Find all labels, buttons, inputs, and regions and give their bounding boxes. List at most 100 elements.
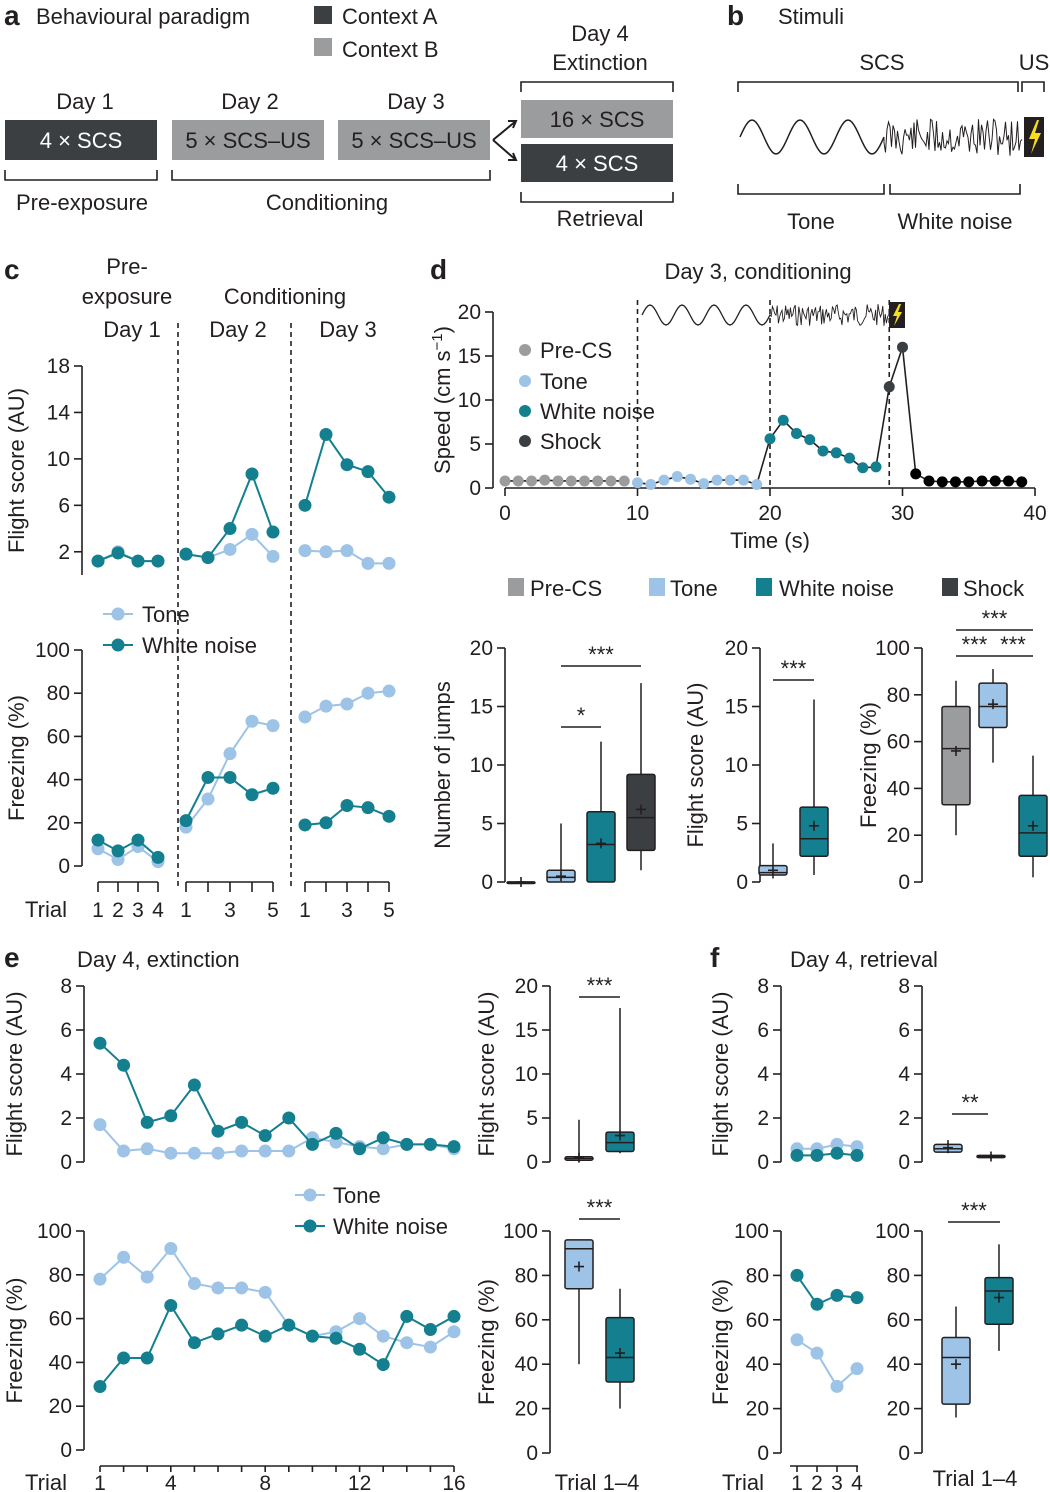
c-freezing-y-tick-label: 40	[47, 769, 70, 792]
d-legend-marker-wn	[519, 405, 531, 417]
e-freezing-data-point	[400, 1309, 414, 1323]
e-freezing-y-axis-label: Freezing (%)	[2, 1278, 27, 1404]
c-freezing-chart: 0 20 40 60 80 100 Freezing (%)	[4, 639, 396, 878]
e-flight-data-point	[117, 1058, 131, 1072]
c-day3-data-point	[340, 697, 354, 711]
d-legend-shock: Shock	[540, 429, 602, 454]
c-day2-data-point	[266, 525, 280, 539]
d-speed-point	[1003, 475, 1014, 487]
f-box-flight-sig-label: **	[961, 1090, 979, 1115]
c-day3-data-point	[361, 686, 375, 700]
panel-d: d Day 3, conditioning 0 10 20 30 40 Time (s) 0…	[429, 254, 1048, 894]
box-extinction	[521, 100, 673, 138]
e-box-flight-y-tick-label: 15	[515, 1019, 538, 1042]
e-legend-marker-wn	[303, 1219, 317, 1233]
d-x-tick-label: 30	[891, 502, 914, 525]
e-freezing-boxplot: 0 20 40 60 80 100 Freezing (%) ***	[474, 1195, 635, 1465]
panel-c-label: c	[4, 254, 20, 285]
f-freezing-data-point	[850, 1362, 864, 1376]
f-freezing-series-line	[796, 1338, 858, 1388]
f-freezing-data-point	[810, 1346, 824, 1360]
box-legend-swatch-precs	[508, 578, 524, 596]
d-speed-y-tick-label: 15	[458, 345, 481, 368]
c-day3-data-point	[340, 458, 354, 472]
c-day3-data-point	[298, 544, 312, 558]
d-speed-y-tick-label: 5	[469, 433, 481, 456]
box-legend-swatch-shock	[942, 578, 958, 596]
f-x-tick-label: 3	[831, 1472, 843, 1492]
d-white-noise-waveform	[769, 304, 890, 327]
d-speed-point	[632, 477, 643, 489]
d-speed-point	[897, 341, 908, 353]
f-flight-data-point	[850, 1148, 864, 1162]
panel-f-label: f	[710, 942, 720, 973]
d-x-axis-label: Time (s)	[730, 528, 810, 553]
e-freezing-data-point	[117, 1250, 131, 1264]
e-x-tick-label: 8	[259, 1472, 271, 1492]
c-day2-data-point	[245, 467, 259, 481]
e-flight-data-point	[376, 1131, 390, 1145]
d-speed-y-tick-label: 20	[458, 301, 481, 324]
c-day2-data-point	[223, 770, 237, 784]
e-flight-data-point	[400, 1137, 414, 1151]
d-flight-box-white-noise	[799, 806, 829, 858]
c-day3-data-point	[382, 684, 396, 698]
c-day3-data-point	[340, 799, 354, 813]
e-flight-y-tick-label: 4	[60, 1063, 72, 1086]
e-freezing-y-tick-label: 100	[37, 1220, 72, 1243]
c-x-tick-label: 1	[299, 899, 311, 922]
f-box-freezing-y-tick-label: 100	[875, 1220, 910, 1243]
box-day1	[5, 120, 157, 160]
e-freezing-data-point	[187, 1336, 201, 1350]
c-x-tick-label: 5	[267, 899, 279, 922]
d-speed-point	[579, 475, 590, 487]
c-freezing-y-tick-label: 60	[47, 725, 70, 748]
box-legend-swatch-tone	[649, 578, 665, 596]
d-speed-point	[499, 475, 511, 487]
f-freezing-y-tick-label: 60	[746, 1309, 769, 1332]
e-flight-data-point	[235, 1115, 249, 1129]
c-x-tick-label: 3	[224, 899, 236, 922]
d-legend-marker-shock	[519, 435, 531, 447]
f-box-flight-y-tick-label: 2	[898, 1107, 910, 1130]
d-speed-point	[870, 461, 882, 473]
d-jumps-y-axis-label: Number of jumps	[430, 681, 455, 849]
d-speed-point	[565, 475, 577, 487]
c-flight-y-tick-label: 10	[47, 448, 70, 471]
d-flight-y-tick-label: 5	[736, 813, 748, 836]
d-speed-point	[711, 474, 723, 486]
c-day1-series-line	[97, 838, 159, 859]
e-flight-data-point	[329, 1126, 343, 1140]
e-freezing-data-point	[93, 1379, 107, 1393]
box-legend-wn: White noise	[779, 576, 894, 601]
e-freezing-series-line	[99, 1303, 455, 1388]
d-speed-point	[605, 475, 617, 487]
e-freezing-data-point	[140, 1270, 154, 1284]
e-box-flight-y-tick-label: 10	[515, 1063, 538, 1086]
e-box-freezing-y-tick-label: 20	[515, 1398, 538, 1421]
f-flight-series-line	[797, 1143, 858, 1150]
f-flight-y-tick-label: 8	[757, 975, 769, 998]
f-freezing-series-line	[796, 1274, 858, 1306]
e-box-flight-y-tick-label: 5	[526, 1107, 538, 1130]
e-freezing-y-tick-label: 80	[49, 1264, 72, 1287]
f-x-tick-label: 1	[791, 1472, 803, 1492]
d-freezing-mean-marker	[1028, 820, 1038, 831]
f-box-flight-y-tick-label: 4	[898, 1063, 910, 1086]
d-jumps-sig-label: *	[577, 703, 586, 728]
d-speed-point	[526, 475, 537, 487]
f-flight-data-point	[830, 1146, 844, 1160]
f-flight-series-line	[797, 1152, 858, 1157]
c-trial-label: Trial	[25, 897, 67, 922]
e-flight-boxplot: 0 5 10 15 20 Flight score (AU) ***	[474, 973, 635, 1174]
pre-label: Pre-	[106, 254, 148, 279]
e-freezing-data-point	[187, 1277, 201, 1291]
c-x-tick-label: 1	[92, 899, 104, 922]
c-day2-data-point	[223, 522, 237, 536]
c-day1-data-point	[91, 833, 105, 847]
e-freezing-data-point	[211, 1281, 225, 1295]
e-flight-data-point	[187, 1146, 201, 1160]
d-speed-point	[512, 475, 524, 487]
e-flight-y-tick-label: 6	[60, 1019, 72, 1042]
